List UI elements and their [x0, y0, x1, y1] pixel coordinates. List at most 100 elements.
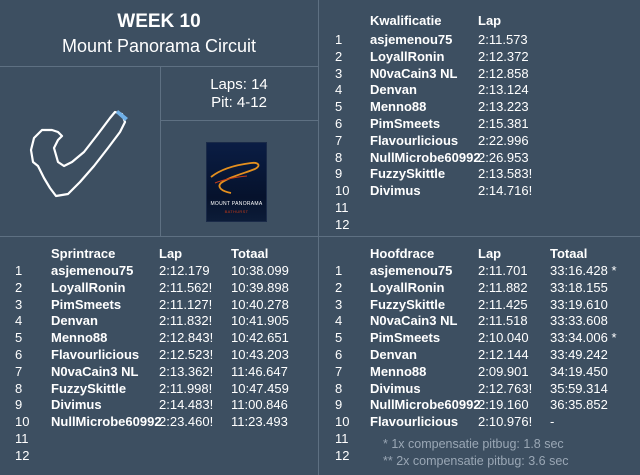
hoofdrace-row-7-col-0: 7	[335, 363, 343, 379]
hoofdrace-row-9-col-2: 2:19.160	[478, 397, 529, 413]
laps-info: Laps: 14	[210, 76, 268, 93]
kwalificatie-row-5-col-1: Menno88	[370, 99, 427, 115]
week-title: WEEK 10	[117, 11, 201, 32]
sprintrace-row-6-col-0: 6	[15, 347, 23, 362]
kwalificatie-row-5-col-0: 5	[335, 99, 343, 115]
hoofdrace-row-4-col-0: 4	[335, 313, 343, 329]
circuit-name: Mount Panorama Circuit	[61, 36, 257, 56]
hoofdrace-row-1-col-3: 33:16.428 *	[550, 263, 617, 278]
hoofdrace-row-6-col-1: Denvan	[370, 347, 417, 362]
hoofdrace-row-4-col-2: 2:11.518	[478, 313, 528, 329]
sprintrace-row-7-col-2: 2:13.362!	[159, 363, 214, 379]
sprintrace-row-11-col-0: 11	[15, 431, 29, 446]
sprintrace-row-7-col-3: 11:46.647	[231, 363, 288, 379]
kwalificatie-row-10-col-1: Divimus	[370, 183, 421, 199]
sprintrace-row-9-col-2: 2:14.483!	[159, 397, 214, 413]
sprintrace-row-4-col-2: 2:11.832!	[159, 313, 213, 329]
hoofdrace-row-9-col-3: 36:35.852	[550, 397, 608, 413]
kwalificatie-row-8-col-2: 2:26.953	[478, 149, 529, 165]
hoofdrace-row-2-col-2: 2:11.882	[478, 279, 528, 295]
kwalificatie-row-10-col-0: 10	[335, 183, 350, 199]
kwalificatie-row-3-col-0: 3	[335, 65, 343, 81]
mount-panorama-poster: MOUNT PANORAMA BATHURST	[206, 142, 267, 222]
hoofdrace-row-3-col-2: 2:11.425	[478, 296, 528, 312]
hoofdrace-row-6-col-3: 33:49.242	[550, 347, 608, 362]
footnote-1: * 1x compensatie pitbug: 1.8 sec	[383, 437, 564, 451]
sprintrace-row-3-col-3: 10:40.278	[231, 296, 289, 312]
sprintrace-row-1-col-1: asjemenou75	[51, 263, 134, 278]
kwalificatie-row-9-col-1: FuzzySkittle	[370, 166, 446, 182]
kwalificatie-row-4-col-2: 2:13.124	[478, 82, 529, 98]
sprintrace-row-5-col-0: 5	[15, 330, 23, 346]
hoofdrace-row-9-col-1: NullMicrobe60992	[370, 397, 481, 413]
hoofdrace-header-1: Lap	[478, 246, 502, 261]
kwalificatie-row-1-col-2: 2:11.573	[478, 32, 528, 47]
divider-info-top	[0, 66, 318, 67]
kwalificatie-row-3-col-2: 2:12.858	[478, 65, 529, 81]
kwalificatie-row-3-col-1: N0vaCain3 NL	[370, 65, 458, 81]
kwalificatie-row-7-col-2: 2:22.996	[478, 132, 529, 148]
sprintrace-row-9-col-0: 9	[15, 397, 23, 413]
hoofdrace-row-8-col-0: 8	[335, 380, 343, 396]
sprintrace-row-10-col-1: NullMicrobe60992	[51, 414, 162, 430]
sprintrace-row-2-col-0: 2	[15, 279, 23, 295]
sprintrace-row-10-col-3: 11:23.493	[231, 414, 288, 430]
kwalificatie-row-6-col-0: 6	[335, 116, 343, 131]
sprintrace-row-5-col-3: 10:42.651	[231, 330, 289, 346]
kwalificatie-row-8-col-1: NullMicrobe60992	[370, 149, 481, 165]
hoofdrace-row-11-col-0: 11	[335, 431, 349, 446]
track-map-icon	[29, 110, 128, 198]
poster-line1: MOUNT PANORAMA	[210, 201, 263, 207]
kwalificatie-row-7-col-0: 7	[335, 132, 343, 148]
sprintrace-row-6-col-3: 10:43.203	[231, 347, 289, 362]
sprintrace-row-6-col-2: 2:12.523!	[159, 347, 214, 362]
sprintrace-row-10-col-2: 2:23.460!	[159, 414, 214, 430]
sprintrace-row-8-col-3: 10:47.459	[231, 380, 289, 396]
sprintrace-row-2-col-3: 10:39.898	[231, 279, 289, 295]
divider-info-mid	[160, 120, 318, 121]
sprintrace-row-4-col-3: 10:41.905	[231, 313, 289, 329]
kwalificatie-row-9-col-2: 2:13.583!	[478, 166, 533, 182]
hoofdrace-row-8-col-2: 2:12.763!	[478, 380, 533, 396]
kwalificatie-header-1: Lap	[478, 13, 502, 28]
sprintrace-row-12-col-0: 12	[15, 447, 30, 463]
hoofdrace-row-7-col-3: 34:19.450	[550, 363, 608, 379]
kwalificatie-row-12-col-0: 12	[335, 216, 350, 232]
divider-info-left	[160, 66, 161, 236]
poster-line2: BATHURST	[224, 209, 249, 214]
kwalificatie-row-8-col-0: 8	[335, 149, 343, 165]
sprintrace-row-10-col-0: 10	[15, 414, 30, 430]
sprintrace-row-9-col-3: 11:00.846	[231, 397, 288, 413]
hoofdrace-row-12-col-0: 12	[335, 447, 350, 463]
kwalificatie-row-11-col-0: 11	[335, 200, 349, 215]
hoofdrace-row-8-col-1: Divimus	[370, 380, 421, 396]
sprintrace-row-4-col-0: 4	[15, 313, 23, 329]
kwalificatie-row-7-col-1: Flavourlicious	[370, 132, 459, 148]
sprintrace-row-7-col-1: N0vaCain3 NL	[51, 363, 139, 379]
hoofdrace-row-2-col-3: 33:18.155	[550, 279, 608, 295]
hoofdrace-row-1-col-2: 2:11.701	[478, 263, 528, 278]
kwalificatie-row-2-col-2: 2:12.372	[478, 48, 529, 64]
hoofdrace-row-10-col-3: -	[550, 414, 555, 430]
hoofdrace-row-3-col-1: FuzzySkittle	[370, 296, 446, 312]
hoofdrace-row-10-col-0: 10	[335, 414, 350, 430]
divider-horizontal-middle	[0, 236, 640, 237]
hoofdrace-row-5-col-0: 5	[335, 330, 343, 346]
sprintrace-row-1-col-2: 2:12.179	[159, 263, 210, 278]
kwalificatie-row-2-col-0: 2	[335, 48, 343, 64]
hoofdrace-header-2: Totaal	[550, 246, 588, 261]
kwalificatie-header-0: Kwalificatie	[370, 13, 442, 28]
hoofdrace-row-1-col-1: asjemenou75	[370, 263, 453, 278]
kwalificatie-row-4-col-1: Denvan	[370, 82, 417, 98]
hoofdrace-row-7-col-2: 2:09.901	[478, 363, 529, 379]
kwalificatie-row-1-col-1: asjemenou75	[370, 32, 453, 47]
kwalificatie-row-6-col-1: PimSmeets	[370, 116, 441, 131]
hoofdrace-row-9-col-0: 9	[335, 397, 343, 413]
sprintrace-row-8-col-1: FuzzySkittle	[51, 380, 127, 396]
sprintrace-row-9-col-1: Divimus	[51, 397, 102, 413]
sprintrace-row-3-col-2: 2:11.127!	[159, 296, 213, 312]
hoofdrace-row-5-col-2: 2:10.040	[478, 330, 529, 346]
hoofdrace-row-10-col-2: 2:10.976!	[478, 414, 533, 430]
sprintrace-row-1-col-3: 10:38.099	[231, 263, 289, 278]
footnote-2: ** 2x compensatie pitbug: 3.6 sec	[383, 454, 569, 468]
